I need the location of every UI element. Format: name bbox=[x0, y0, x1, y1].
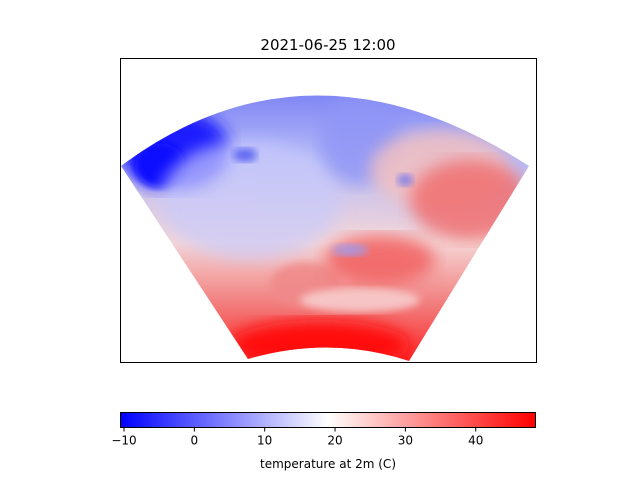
colorbar-tick-label: 40 bbox=[468, 434, 483, 448]
colorbar-gradient bbox=[120, 412, 536, 428]
colorbar-tick-label: 10 bbox=[257, 434, 272, 448]
colorbar-label: temperature at 2m (C) bbox=[260, 457, 396, 471]
colorbar-tick-label: 0 bbox=[191, 434, 199, 448]
colorbar-tick-label: 30 bbox=[398, 434, 413, 448]
colorbar: −10 0 10 20 30 40 temperature at 2m (C) bbox=[111, 412, 536, 471]
map-title: 2021-06-25 12:00 bbox=[260, 36, 395, 54]
colorbar-tick-label: −10 bbox=[111, 434, 136, 448]
colorbar-tick-label: 20 bbox=[327, 434, 342, 448]
mediterranean-sea bbox=[300, 288, 420, 312]
iceland-region bbox=[233, 148, 257, 162]
colorbar-ticks: −10 0 10 20 30 40 bbox=[111, 427, 483, 448]
